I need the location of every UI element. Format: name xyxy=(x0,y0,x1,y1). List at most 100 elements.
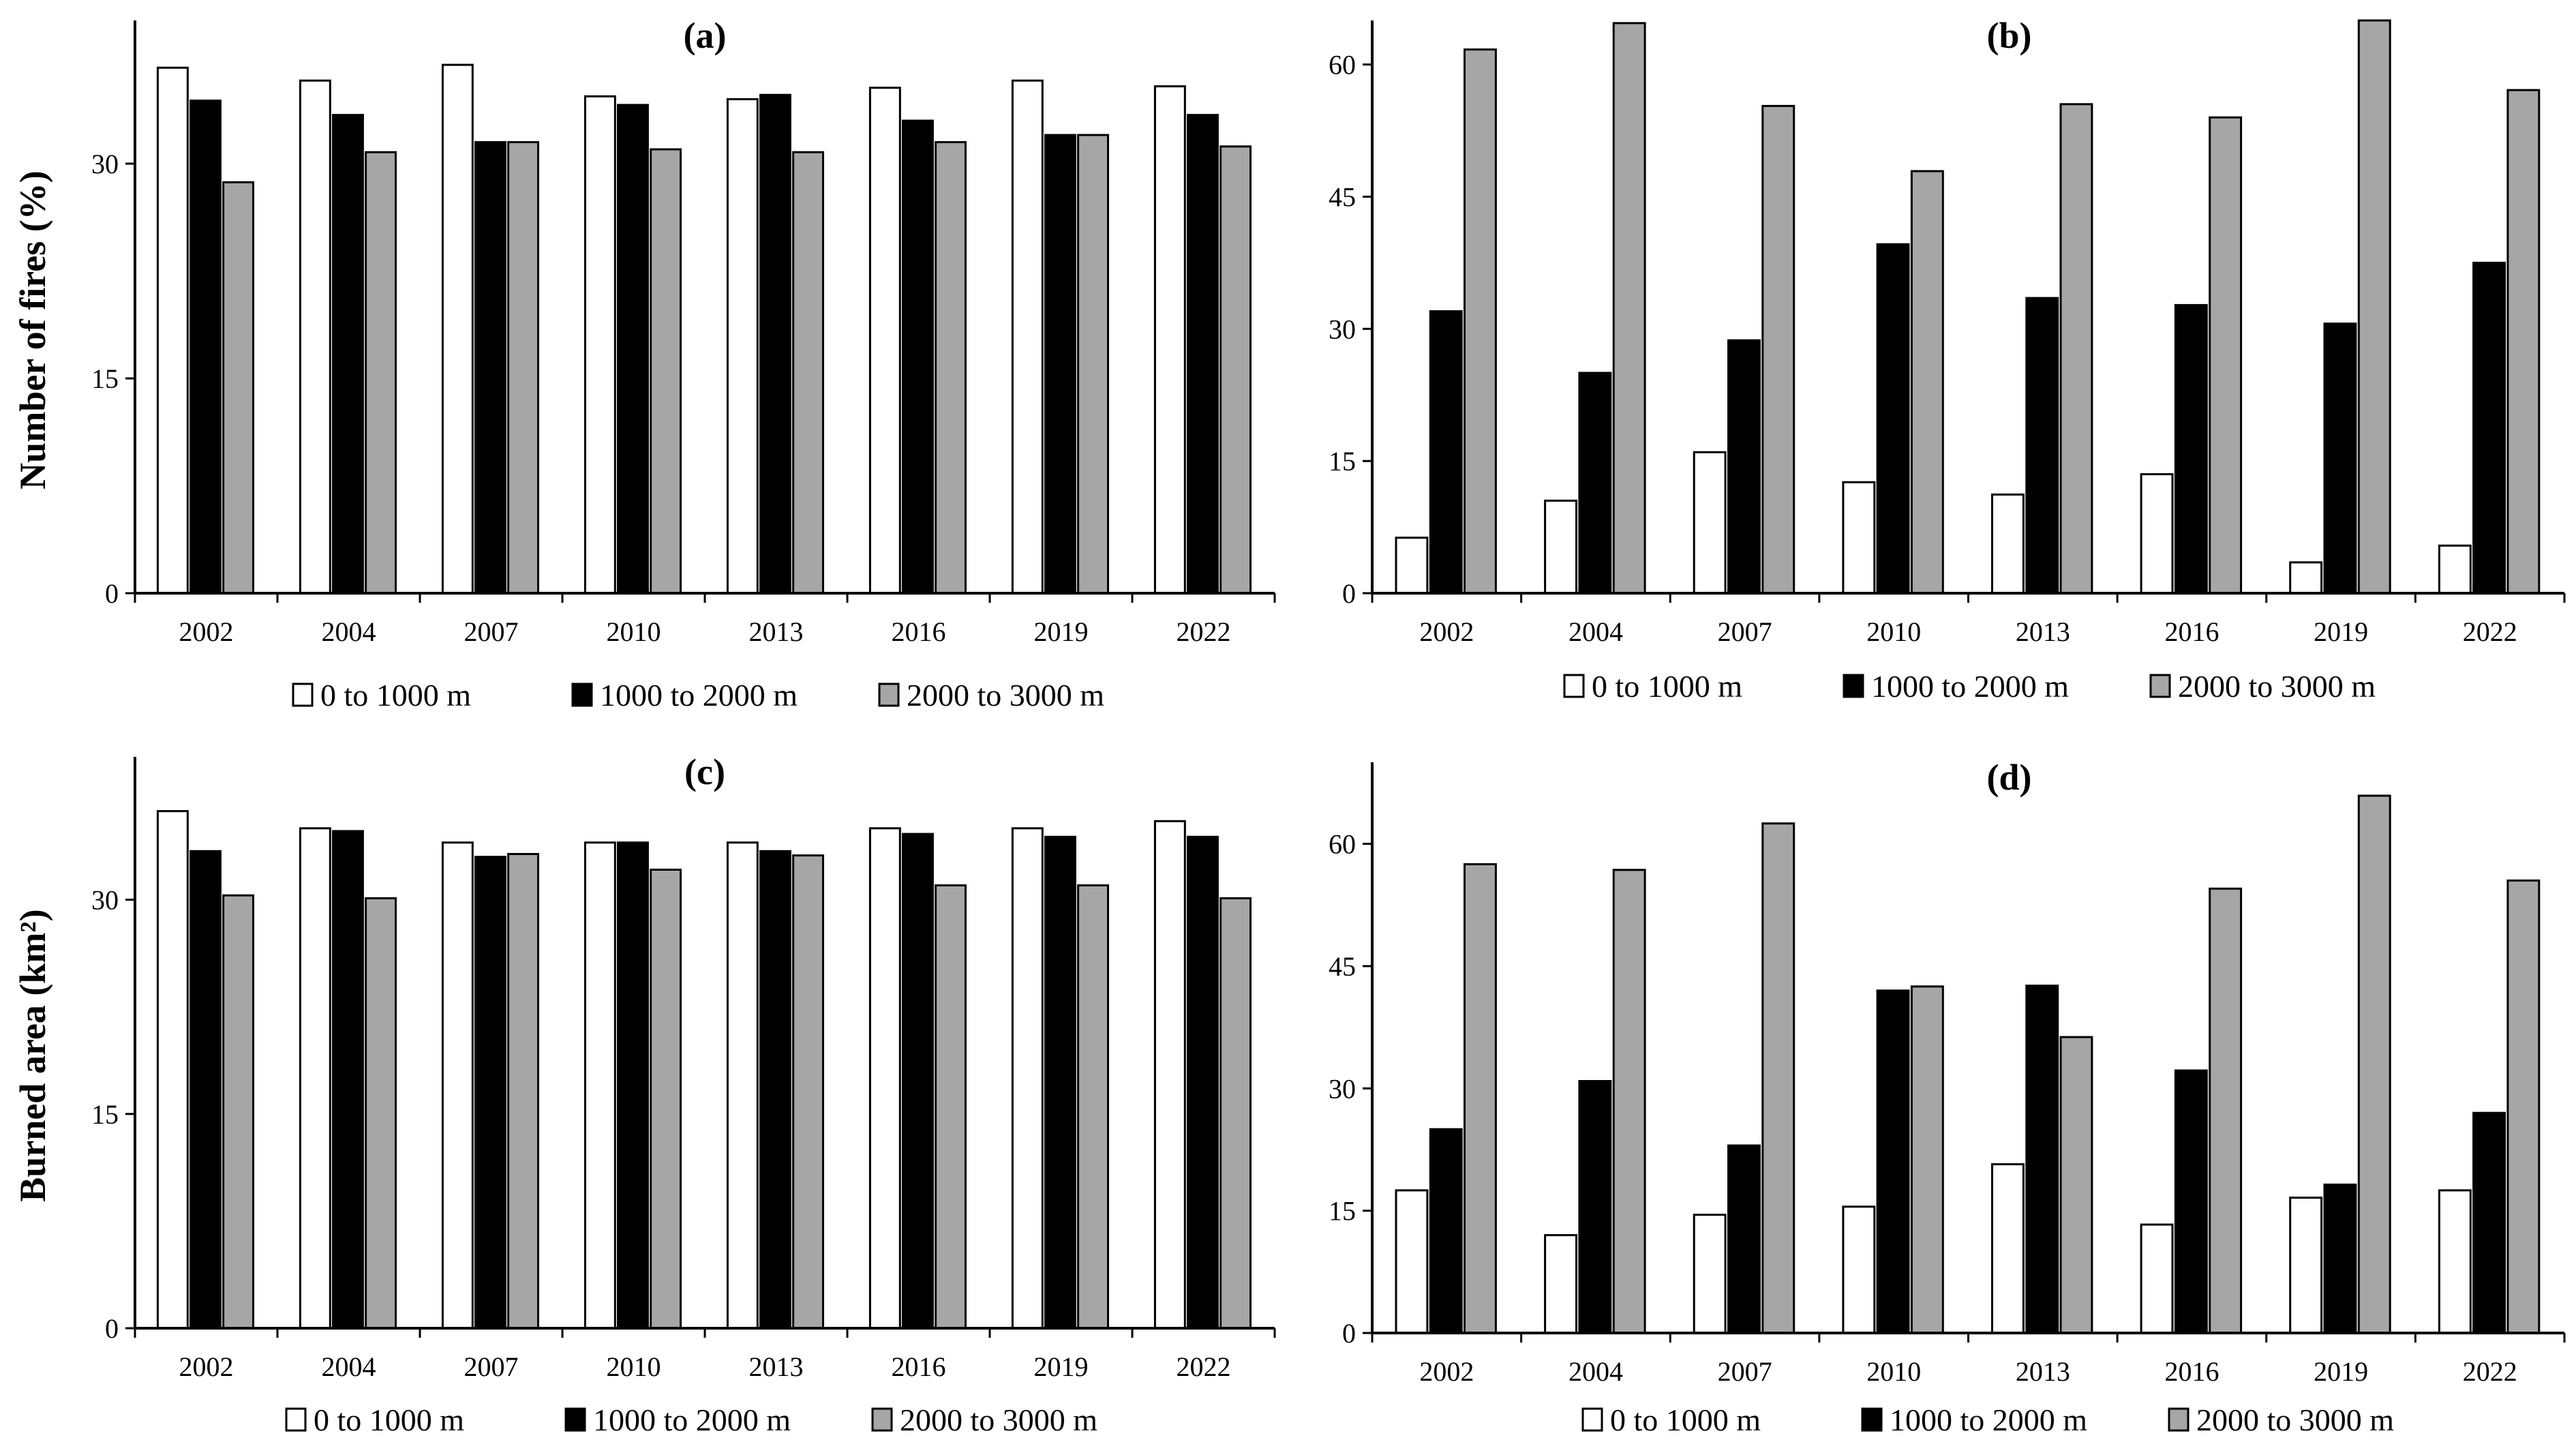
legend-swatch-a-1 xyxy=(571,683,593,707)
bar-b-1000-to-2000-m-2004 xyxy=(1578,372,1612,595)
bar-b-2000-to-3000-m-2016 xyxy=(2209,116,2243,595)
bar-c-0-to-1000-m-2016 xyxy=(868,827,901,1330)
bar-a-0-to-1000-m-2016 xyxy=(868,87,901,595)
x-tick-label-d-2019: 2019 xyxy=(2314,1356,2368,1387)
bar-d-0-to-1000-m-2010 xyxy=(1842,1205,1876,1334)
bar-d-2000-to-3000-m-2019 xyxy=(2357,794,2391,1334)
bar-c-1000-to-2000-m-2002 xyxy=(190,850,222,1330)
y-tick-label-b-30: 30 xyxy=(1329,314,1356,344)
bar-b-2000-to-3000-m-2019 xyxy=(2357,19,2391,595)
legend-label-d-0: 0 to 1000 m xyxy=(1610,1403,1761,1437)
bar-b-2000-to-3000-m-2010 xyxy=(1910,170,1944,595)
x-tick-label-c-2002: 2002 xyxy=(179,1351,234,1382)
bar-c-1000-to-2000-m-2010 xyxy=(617,841,649,1330)
bar-a-0-to-1000-m-2007 xyxy=(441,63,474,595)
x-tick-label-c-2013: 2013 xyxy=(749,1351,804,1382)
bar-a-1000-to-2000-m-2019 xyxy=(1044,134,1076,595)
bar-d-1000-to-2000-m-2002 xyxy=(1429,1128,1463,1334)
x-tick-label-b-2007: 2007 xyxy=(1718,616,1772,647)
bar-c-0-to-1000-m-2010 xyxy=(584,841,616,1330)
y-tick-label-d-60: 60 xyxy=(1329,829,1356,860)
bar-b-0-to-1000-m-2013 xyxy=(1991,493,2025,595)
bar-a-2000-to-3000-m-2016 xyxy=(935,141,967,595)
x-tick-label-d-2013: 2013 xyxy=(2016,1356,2070,1387)
legend-label-d-1: 1000 to 2000 m xyxy=(1890,1403,2087,1437)
bar-b-2000-to-3000-m-2013 xyxy=(2059,103,2093,595)
legend-label-b-2: 2000 to 3000 m xyxy=(2178,669,2376,704)
x-tick-label-a-2016: 2016 xyxy=(892,616,946,647)
bar-a-1000-to-2000-m-2007 xyxy=(474,141,506,595)
panel-title-c: (c) xyxy=(684,751,725,792)
legend-label-a-0: 0 to 1000 m xyxy=(320,678,471,713)
x-tick-label-a-2004: 2004 xyxy=(322,616,376,647)
legend-label-c-1: 1000 to 2000 m xyxy=(593,1403,791,1437)
legend-label-a-1: 1000 to 2000 m xyxy=(600,678,798,713)
bar-c-2000-to-3000-m-2022 xyxy=(1219,897,1252,1330)
bar-c-0-to-1000-m-2007 xyxy=(441,841,474,1330)
bar-d-0-to-1000-m-2002 xyxy=(1395,1189,1429,1334)
bar-b-2000-to-3000-m-2002 xyxy=(1464,48,1497,595)
bar-d-2000-to-3000-m-2004 xyxy=(1612,869,1646,1334)
bar-b-1000-to-2000-m-2007 xyxy=(1727,339,1761,595)
bar-d-2000-to-3000-m-2007 xyxy=(1761,822,1795,1334)
bar-c-2000-to-3000-m-2007 xyxy=(507,853,539,1330)
bar-b-0-to-1000-m-2002 xyxy=(1395,537,1429,595)
bar-b-1000-to-2000-m-2013 xyxy=(2025,297,2059,595)
legend-label-b-1: 1000 to 2000 m xyxy=(1871,669,2069,704)
bar-d-1000-to-2000-m-2007 xyxy=(1727,1144,1761,1334)
x-tick-label-d-2016: 2016 xyxy=(2164,1356,2219,1387)
x-tick-label-d-2022: 2022 xyxy=(2463,1356,2517,1387)
x-tick-label-b-2019: 2019 xyxy=(2314,616,2368,647)
bar-d-1000-to-2000-m-2013 xyxy=(2025,985,2059,1334)
bar-d-2000-to-3000-m-2013 xyxy=(2059,1036,2093,1334)
bar-d-2000-to-3000-m-2022 xyxy=(2506,879,2541,1334)
x-tick-label-c-2004: 2004 xyxy=(322,1351,376,1382)
bar-b-2000-to-3000-m-2022 xyxy=(2506,89,2541,595)
legend-label-c-0: 0 to 1000 m xyxy=(314,1403,464,1437)
y-tick-label-a-0: 0 xyxy=(105,578,119,609)
panel-title-b: (b) xyxy=(1987,15,2032,56)
bar-b-1000-to-2000-m-2010 xyxy=(1876,243,1910,595)
x-tick-label-d-2004: 2004 xyxy=(1569,1356,1623,1387)
bar-b-0-to-1000-m-2022 xyxy=(2438,544,2472,595)
legend-label-a-2: 2000 to 3000 m xyxy=(907,678,1104,713)
bar-d-1000-to-2000-m-2019 xyxy=(2323,1183,2357,1334)
bar-d-2000-to-3000-m-2016 xyxy=(2209,887,2243,1334)
bar-a-1000-to-2000-m-2016 xyxy=(902,119,934,595)
x-tick-label-a-2019: 2019 xyxy=(1034,616,1089,647)
bar-b-0-to-1000-m-2007 xyxy=(1693,451,1727,595)
legend-swatch-b-1 xyxy=(1843,674,1864,698)
bar-b-1000-to-2000-m-2016 xyxy=(2174,303,2208,595)
ylabel-number-of-fires: Number of fires (%) xyxy=(12,170,53,489)
bar-b-1000-to-2000-m-2019 xyxy=(2323,323,2357,595)
bar-a-0-to-1000-m-2010 xyxy=(584,95,616,595)
bar-a-2000-to-3000-m-2013 xyxy=(792,151,824,595)
bar-a-1000-to-2000-m-2022 xyxy=(1187,114,1219,595)
y-tick-label-b-45: 45 xyxy=(1329,181,1356,212)
y-tick-label-b-15: 15 xyxy=(1329,446,1356,477)
bar-c-0-to-1000-m-2004 xyxy=(299,827,331,1330)
bar-a-0-to-1000-m-2022 xyxy=(1153,85,1186,595)
y-tick-label-c-15: 15 xyxy=(91,1099,119,1130)
bar-b-1000-to-2000-m-2002 xyxy=(1429,310,1463,595)
bar-b-1000-to-2000-m-2022 xyxy=(2472,261,2506,595)
x-tick-label-c-2019: 2019 xyxy=(1034,1351,1089,1382)
y-tick-label-c-30: 30 xyxy=(91,885,119,916)
legend-swatch-b-2 xyxy=(2149,674,2171,698)
bar-c-0-to-1000-m-2013 xyxy=(726,841,759,1330)
bar-a-2000-to-3000-m-2019 xyxy=(1077,134,1109,595)
x-tick-label-b-2010: 2010 xyxy=(1866,616,1921,647)
bar-d-0-to-1000-m-2004 xyxy=(1544,1234,1578,1334)
y-tick-label-d-15: 15 xyxy=(1329,1196,1356,1227)
bar-b-2000-to-3000-m-2004 xyxy=(1612,22,1646,595)
x-tick-label-d-2007: 2007 xyxy=(1718,1356,1772,1387)
x-tick-label-c-2016: 2016 xyxy=(892,1351,946,1382)
bar-c-1000-to-2000-m-2007 xyxy=(474,856,506,1330)
panel-title-a: (a) xyxy=(684,15,727,56)
bar-a-2000-to-3000-m-2022 xyxy=(1219,145,1252,595)
legend-label-d-2: 2000 to 3000 m xyxy=(2196,1403,2394,1437)
bar-a-0-to-1000-m-2019 xyxy=(1011,79,1044,595)
y-tick-label-a-30: 30 xyxy=(91,149,119,179)
